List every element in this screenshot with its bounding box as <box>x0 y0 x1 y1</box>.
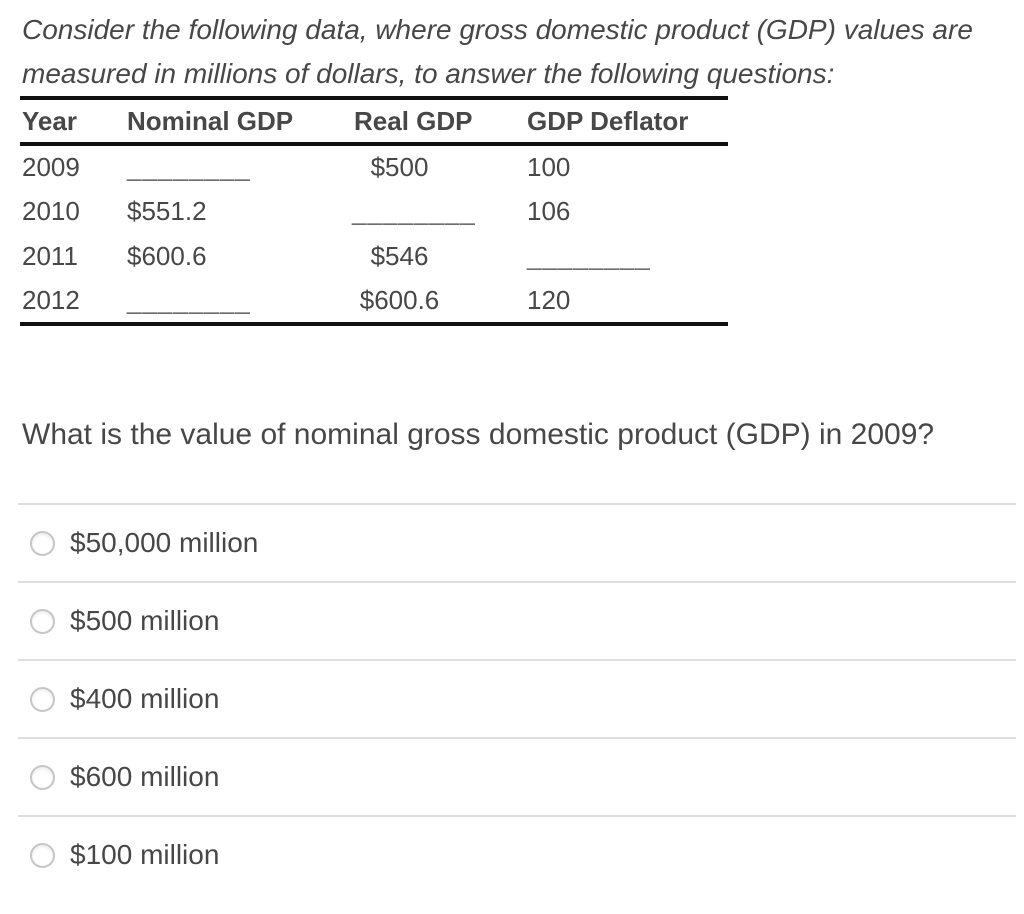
option-label: $100 million <box>70 839 220 870</box>
col-header-gdp-deflator: GDP Deflator <box>525 98 728 146</box>
option-label: $400 million <box>70 683 220 714</box>
nominal-gdp-cell: ________ <box>127 285 251 315</box>
answer-option[interactable]: $400 million <box>18 659 1016 737</box>
intro-line-2: measured in millions of dollars, to answ… <box>22 58 835 89</box>
nominal-gdp-cell: $600.6 <box>127 241 207 271</box>
option-label: $500 million <box>70 605 220 636</box>
real-gdp-cell: ________ <box>352 196 476 226</box>
radio-button-icon[interactable] <box>30 764 55 790</box>
gdp-deflator-cell: 106 <box>527 196 571 226</box>
radio-button-icon[interactable] <box>30 530 55 556</box>
year-cell: 2011 <box>22 241 78 271</box>
answer-option[interactable]: $600 million <box>18 737 1016 815</box>
radio-button-icon[interactable] <box>30 842 55 868</box>
option-label: $50,000 million <box>70 527 259 558</box>
table-row: 2012 ________ $600.6 120 <box>20 279 728 324</box>
col-header-real-gdp: Real GDP <box>352 98 525 146</box>
option-label: $600 million <box>70 761 220 792</box>
nominal-gdp-cell: $551.2 <box>127 196 207 226</box>
col-header-year: Year <box>20 98 125 146</box>
real-gdp-cell: $600.6 <box>359 285 440 315</box>
intro-line-1: Consider the following data, where gross… <box>22 14 973 45</box>
gdp-deflator-cell: ________ <box>527 241 651 271</box>
question-text: What is the value of nominal gross domes… <box>22 418 935 451</box>
answer-option[interactable]: $50,000 million <box>18 503 1016 581</box>
real-gdp-cell: $500 <box>370 152 429 182</box>
question-intro: Consider the following data, where gross… <box>22 0 1024 96</box>
year-cell: 2010 <box>22 196 80 226</box>
real-gdp-cell: $546 <box>370 241 429 271</box>
answer-option[interactable]: $100 million <box>18 815 1016 893</box>
table-row: 2010 $551.2 ________ 106 <box>20 189 728 234</box>
nominal-gdp-cell: ________ <box>127 152 251 182</box>
gdp-deflator-cell: 120 <box>527 285 571 315</box>
gdp-deflator-cell: 100 <box>527 152 571 182</box>
year-cell: 2009 <box>22 152 80 182</box>
radio-button-icon[interactable] <box>30 608 55 634</box>
answer-options: $50,000 million $500 million $400 millio… <box>18 503 1016 893</box>
col-header-nominal-gdp: Nominal GDP <box>125 98 352 146</box>
table-row: 2011 $600.6 $546 ________ <box>20 234 728 279</box>
radio-button-icon[interactable] <box>30 686 55 712</box>
table-row: 2009 ________ $500 100 <box>20 144 728 189</box>
table-header-row: Year Nominal GDP Real GDP GDP Deflator <box>20 98 728 146</box>
gdp-data-table: Year Nominal GDP Real GDP GDP Deflator 2… <box>20 96 728 326</box>
year-cell: 2012 <box>22 285 80 315</box>
answer-option[interactable]: $500 million <box>18 581 1016 659</box>
